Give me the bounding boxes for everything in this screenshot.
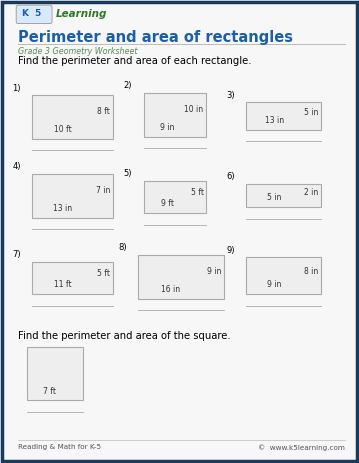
- Text: 11 ft: 11 ft: [54, 281, 72, 289]
- Text: 16 in: 16 in: [162, 285, 181, 294]
- Text: 10 in: 10 in: [185, 105, 204, 114]
- Text: 7 in: 7 in: [96, 186, 110, 195]
- FancyBboxPatch shape: [32, 95, 113, 139]
- Text: 8 ft: 8 ft: [97, 107, 110, 116]
- FancyBboxPatch shape: [27, 347, 83, 400]
- Text: 9 in: 9 in: [267, 281, 282, 289]
- Text: Grade 3 Geometry Worksheet: Grade 3 Geometry Worksheet: [18, 47, 137, 56]
- FancyBboxPatch shape: [246, 184, 321, 207]
- Text: Find the perimeter and area of each rectangle.: Find the perimeter and area of each rect…: [18, 56, 251, 66]
- Text: 5 ft: 5 ft: [191, 188, 204, 197]
- Text: Perimeter and area of rectangles: Perimeter and area of rectangles: [18, 30, 293, 45]
- FancyBboxPatch shape: [16, 5, 52, 24]
- Text: 8 in: 8 in: [304, 267, 318, 275]
- Text: 6): 6): [226, 173, 235, 181]
- Text: 8): 8): [118, 244, 127, 252]
- FancyBboxPatch shape: [32, 262, 113, 294]
- Text: 2 in: 2 in: [304, 188, 318, 197]
- Text: 9): 9): [226, 246, 235, 255]
- Text: 2): 2): [124, 81, 132, 90]
- Text: 13 in: 13 in: [53, 204, 73, 213]
- FancyBboxPatch shape: [138, 255, 224, 299]
- FancyBboxPatch shape: [144, 93, 206, 137]
- Text: 1): 1): [13, 84, 21, 93]
- Text: 3): 3): [226, 91, 235, 100]
- Text: 7 ft: 7 ft: [43, 387, 56, 396]
- Text: 5 in: 5 in: [267, 194, 282, 202]
- Text: 5 in: 5 in: [304, 108, 318, 117]
- Text: 5: 5: [34, 9, 40, 19]
- Text: ©  www.k5learning.com: © www.k5learning.com: [258, 444, 345, 451]
- Text: 9 in: 9 in: [160, 123, 175, 132]
- Text: Find the perimeter and area of the square.: Find the perimeter and area of the squar…: [18, 331, 230, 341]
- Text: K: K: [22, 9, 28, 19]
- Text: 5): 5): [124, 169, 132, 178]
- Text: 9 ft: 9 ft: [161, 200, 174, 208]
- Text: 13 in: 13 in: [265, 116, 284, 125]
- Text: 5 ft: 5 ft: [97, 269, 110, 278]
- Text: 10 ft: 10 ft: [54, 125, 72, 134]
- FancyBboxPatch shape: [32, 174, 113, 218]
- Text: Learning: Learning: [56, 9, 107, 19]
- Text: 9 in: 9 in: [207, 267, 222, 276]
- Text: 7): 7): [13, 250, 21, 259]
- FancyBboxPatch shape: [144, 181, 206, 213]
- Text: Reading & Math for K-5: Reading & Math for K-5: [18, 444, 101, 450]
- FancyBboxPatch shape: [246, 102, 321, 130]
- FancyBboxPatch shape: [246, 257, 321, 294]
- Text: 4): 4): [13, 163, 21, 171]
